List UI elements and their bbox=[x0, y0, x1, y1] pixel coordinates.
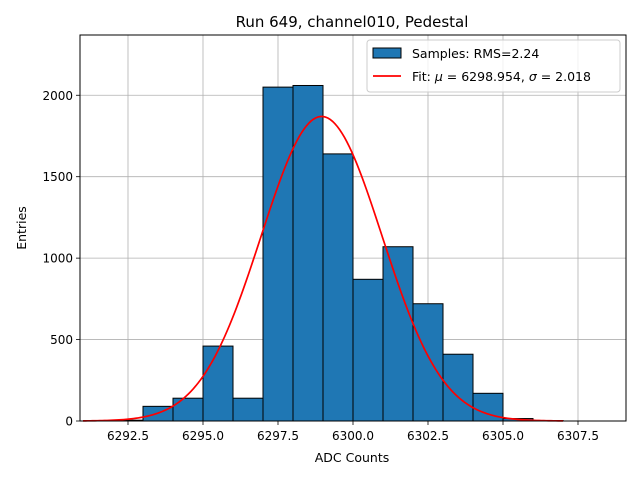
chart-title: Run 649, channel010, Pedestal bbox=[236, 13, 469, 31]
y-tick-label: 2000 bbox=[42, 89, 73, 103]
histogram-bar bbox=[412, 303, 444, 422]
x-tick-label: 6295.0 bbox=[182, 429, 224, 443]
y-tick-label: 500 bbox=[50, 333, 73, 347]
y-tick-label: 1000 bbox=[42, 252, 73, 266]
histogram-bar bbox=[202, 345, 234, 422]
histogram-bar bbox=[352, 278, 384, 422]
legend-box bbox=[366, 39, 621, 93]
y-axis-label: Entries bbox=[14, 206, 29, 250]
x-tick-label: 6307.5 bbox=[557, 429, 599, 443]
histogram-bar bbox=[382, 246, 414, 422]
x-tick-label: 6292.5 bbox=[107, 429, 149, 443]
histogram-bar bbox=[172, 397, 204, 422]
histogram-bar bbox=[442, 353, 474, 422]
x-tick-label: 6297.5 bbox=[257, 429, 299, 443]
histogram-bar bbox=[262, 86, 294, 422]
y-axis-ticks: 0 500 1000 1500 2000 bbox=[42, 89, 80, 429]
legend-label-fit: Fit: μ = 6298.954, σ = 2.018 bbox=[412, 69, 591, 84]
histogram-bar bbox=[232, 397, 264, 422]
y-tick-label: 0 bbox=[65, 415, 73, 429]
x-tick-label: 6300.0 bbox=[332, 429, 374, 443]
fit-curve bbox=[82, 115, 564, 422]
x-axis-label: ADC Counts bbox=[315, 450, 390, 465]
x-axis-ticks: 6292.5 6295.0 6297.5 6300.0 6302.5 6305.0 6307… bbox=[107, 421, 599, 443]
histogram-bar bbox=[292, 84, 324, 422]
legend-label-samples: Samples: RMS=2.24 bbox=[412, 46, 539, 61]
x-tick-label: 6302.5 bbox=[407, 429, 449, 443]
histogram-bar bbox=[322, 153, 354, 422]
x-tick-label: 6305.0 bbox=[482, 429, 524, 443]
y-tick-label: 1500 bbox=[42, 170, 73, 184]
legend-swatch-samples bbox=[372, 47, 402, 59]
histogram-bars bbox=[112, 84, 564, 422]
legend: Samples: RMS=2.24 Fit: μ = 6298.954, σ =… bbox=[366, 39, 621, 93]
